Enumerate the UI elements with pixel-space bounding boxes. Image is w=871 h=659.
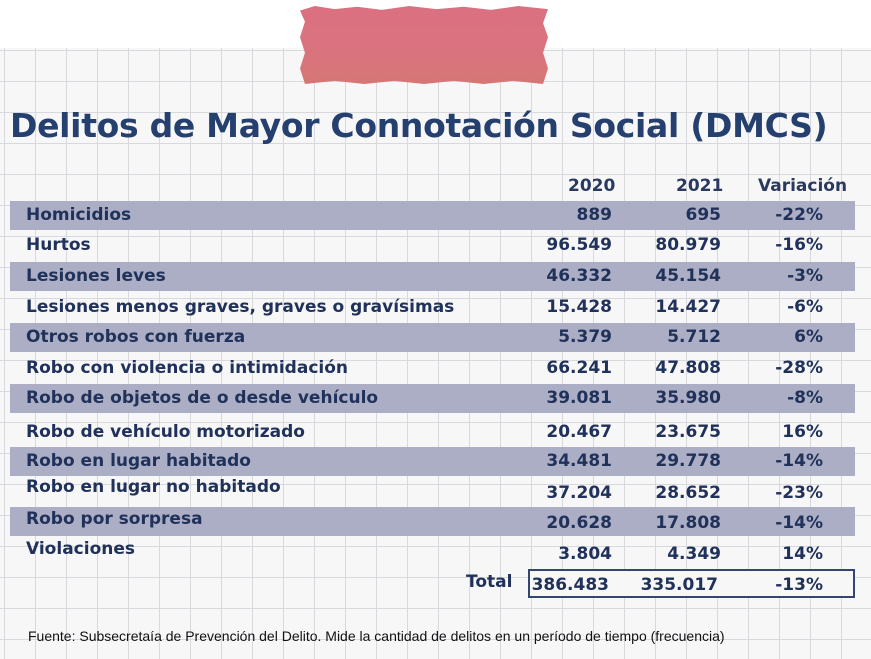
row-label: Robo en lugar habitado <box>26 451 251 471</box>
value-variation: -22% <box>775 205 823 225</box>
row-label: Robo de objetos de o desde vehículo <box>26 388 379 408</box>
value-variation: -14% <box>775 513 823 533</box>
value-2020: 889 <box>576 205 613 225</box>
value-variation: -16% <box>775 235 823 255</box>
row-label: Lesiones leves <box>26 266 166 286</box>
value-variation: -6% <box>787 297 823 317</box>
column-header-2020: 2020 <box>568 176 616 196</box>
total-box: 386.483 335.017 -13% <box>528 569 855 598</box>
value-variation: -3% <box>787 266 823 286</box>
total-2020: 386.483 <box>531 575 609 595</box>
column-header-variation: Variación <box>758 176 848 196</box>
value-variation: -8% <box>787 388 823 408</box>
tape-decoration <box>300 6 548 84</box>
page-title: Delitos de Mayor Connotación Social (DMC… <box>10 106 828 145</box>
table-row-robo-objetos-vehiculo: Robo de objetos de o desde vehículo 39.0… <box>10 384 855 413</box>
source-note: Fuente: Subsecretaía de Prevención del D… <box>28 628 725 644</box>
table-row-robo-sorpresa: Robo por sorpresa 20.628 17.808 -14% <box>10 507 855 536</box>
value-variation: -14% <box>775 451 823 471</box>
row-label: Violaciones <box>26 539 135 559</box>
value-2020: 39.081 <box>546 388 612 408</box>
value-variation: 6% <box>794 327 823 347</box>
table-row-violaciones: Violaciones 3.804 4.349 14% <box>10 537 855 566</box>
value-variation: 14% <box>782 544 823 564</box>
value-2021: 23.675 <box>655 422 721 442</box>
row-label: Lesiones menos graves, graves o gravísim… <box>26 297 455 317</box>
value-2020: 46.332 <box>546 266 612 286</box>
value-2021: 28.652 <box>655 483 721 503</box>
value-2021: 4.349 <box>667 544 721 564</box>
value-2020: 66.241 <box>546 358 612 378</box>
table-row-otros-robos-fuerza: Otros robos con fuerza 5.379 5.712 6% <box>10 323 855 352</box>
table-row-lesiones-leves: Lesiones leves 46.332 45.154 -3% <box>10 262 855 291</box>
value-2021: 5.712 <box>667 327 721 347</box>
total-variation: -13% <box>775 575 823 595</box>
value-2020: 37.204 <box>546 483 612 503</box>
table-row-robo-violencia: Robo con violencia o intimidación 66.241… <box>10 354 855 383</box>
row-label: Robo en lugar no habitado <box>26 477 281 497</box>
value-2020: 15.428 <box>546 297 612 317</box>
table-row-robo-lugar-habitado: Robo en lugar habitado 34.481 29.778 -14… <box>10 447 855 476</box>
table-row-robo-vehiculo-motorizado: Robo de vehículo motorizado 20.467 23.67… <box>10 418 855 447</box>
value-2020: 3.804 <box>558 544 612 564</box>
row-label: Robo por sorpresa <box>26 509 203 529</box>
value-2021: 29.778 <box>655 451 721 471</box>
value-2021: 47.808 <box>655 358 721 378</box>
row-label: Homicidios <box>26 205 132 225</box>
value-2020: 20.467 <box>546 422 612 442</box>
row-label: Robo con violencia o intimidación <box>26 358 349 378</box>
row-label: Robo de vehículo motorizado <box>26 422 305 442</box>
table-row-homicidios: Homicidios 889 695 -22% <box>10 201 855 230</box>
value-2021: 695 <box>685 205 722 225</box>
value-2021: 35.980 <box>655 388 721 408</box>
row-label: Hurtos <box>26 235 91 255</box>
value-variation: -28% <box>775 358 823 378</box>
value-2020: 5.379 <box>558 327 612 347</box>
column-header-2021: 2021 <box>676 176 724 196</box>
row-label: Otros robos con fuerza <box>26 327 246 347</box>
total-label: Total <box>466 572 513 592</box>
value-variation: 16% <box>782 422 823 442</box>
table-row-robo-lugar-no-habitado: Robo en lugar no habitado 37.204 28.652 … <box>10 477 855 506</box>
value-2020: 20.628 <box>546 513 612 533</box>
table-row-lesiones-graves: Lesiones menos graves, graves o gravísim… <box>10 293 855 322</box>
value-2020: 96.549 <box>546 235 612 255</box>
value-2021: 14.427 <box>655 297 721 317</box>
value-2021: 17.808 <box>655 513 721 533</box>
table-row-hurtos: Hurtos 96.549 80.979 -16% <box>10 231 855 260</box>
total-2021: 335.017 <box>640 575 718 595</box>
value-2021: 45.154 <box>655 266 721 286</box>
value-2020: 34.481 <box>546 451 612 471</box>
value-2021: 80.979 <box>655 235 721 255</box>
value-variation: -23% <box>775 483 823 503</box>
